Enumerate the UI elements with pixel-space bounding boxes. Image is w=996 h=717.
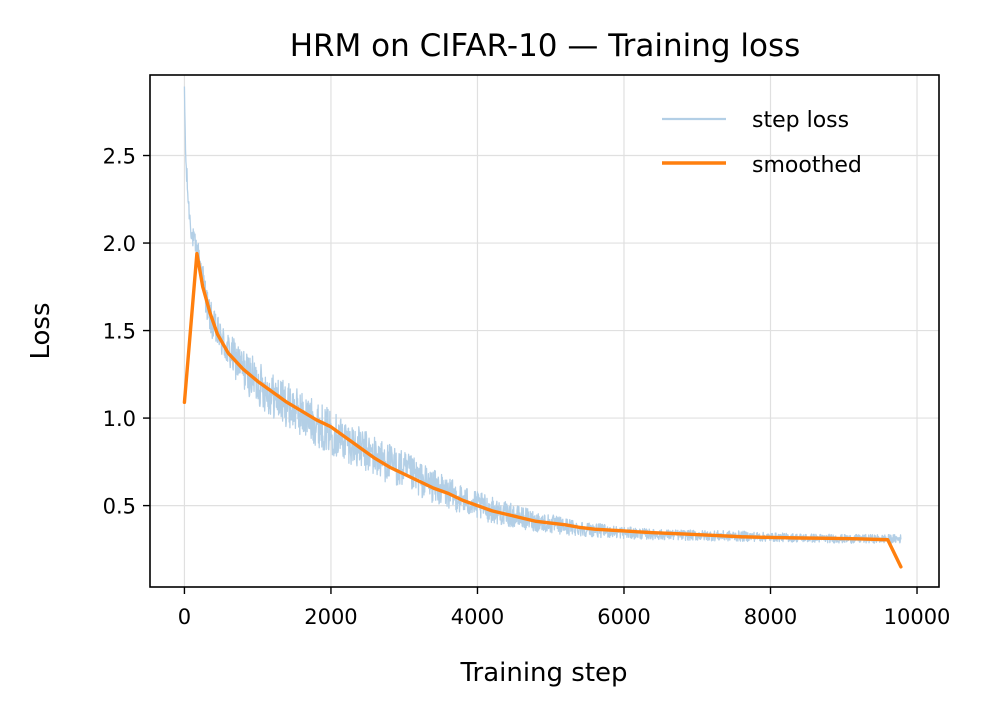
legend-label-step-loss: step loss <box>752 108 849 133</box>
y-tick-label: 2.5 <box>103 145 136 169</box>
x-axis-label: Training step <box>459 658 627 688</box>
series-line-smoothed <box>182 251 903 569</box>
y-axis-label: Loss <box>26 302 56 359</box>
series-layer <box>182 86 903 569</box>
legend: step loss smoothed <box>662 108 862 178</box>
x-tick-label: 10000 <box>884 605 951 629</box>
axis-ticks: 0 2000 4000 6000 8000 10000 0.5 1.0 1.5 2.0 2.5 <box>103 145 951 629</box>
x-tick-label: 0 <box>178 605 191 629</box>
grid <box>150 75 939 587</box>
x-tick-label: 6000 <box>597 605 650 629</box>
x-tick-label: 2000 <box>304 605 357 629</box>
chart-title: HRM on CIFAR-10 — Training loss <box>290 28 801 64</box>
y-tick-label: 1.5 <box>103 320 136 344</box>
x-tick-label: 8000 <box>744 605 797 629</box>
legend-label-smoothed: smoothed <box>752 153 862 178</box>
x-tick-label: 4000 <box>451 605 504 629</box>
y-tick-label: 2.0 <box>103 232 136 256</box>
y-tick-label: 0.5 <box>103 495 136 519</box>
y-tick-label: 1.0 <box>103 407 136 431</box>
